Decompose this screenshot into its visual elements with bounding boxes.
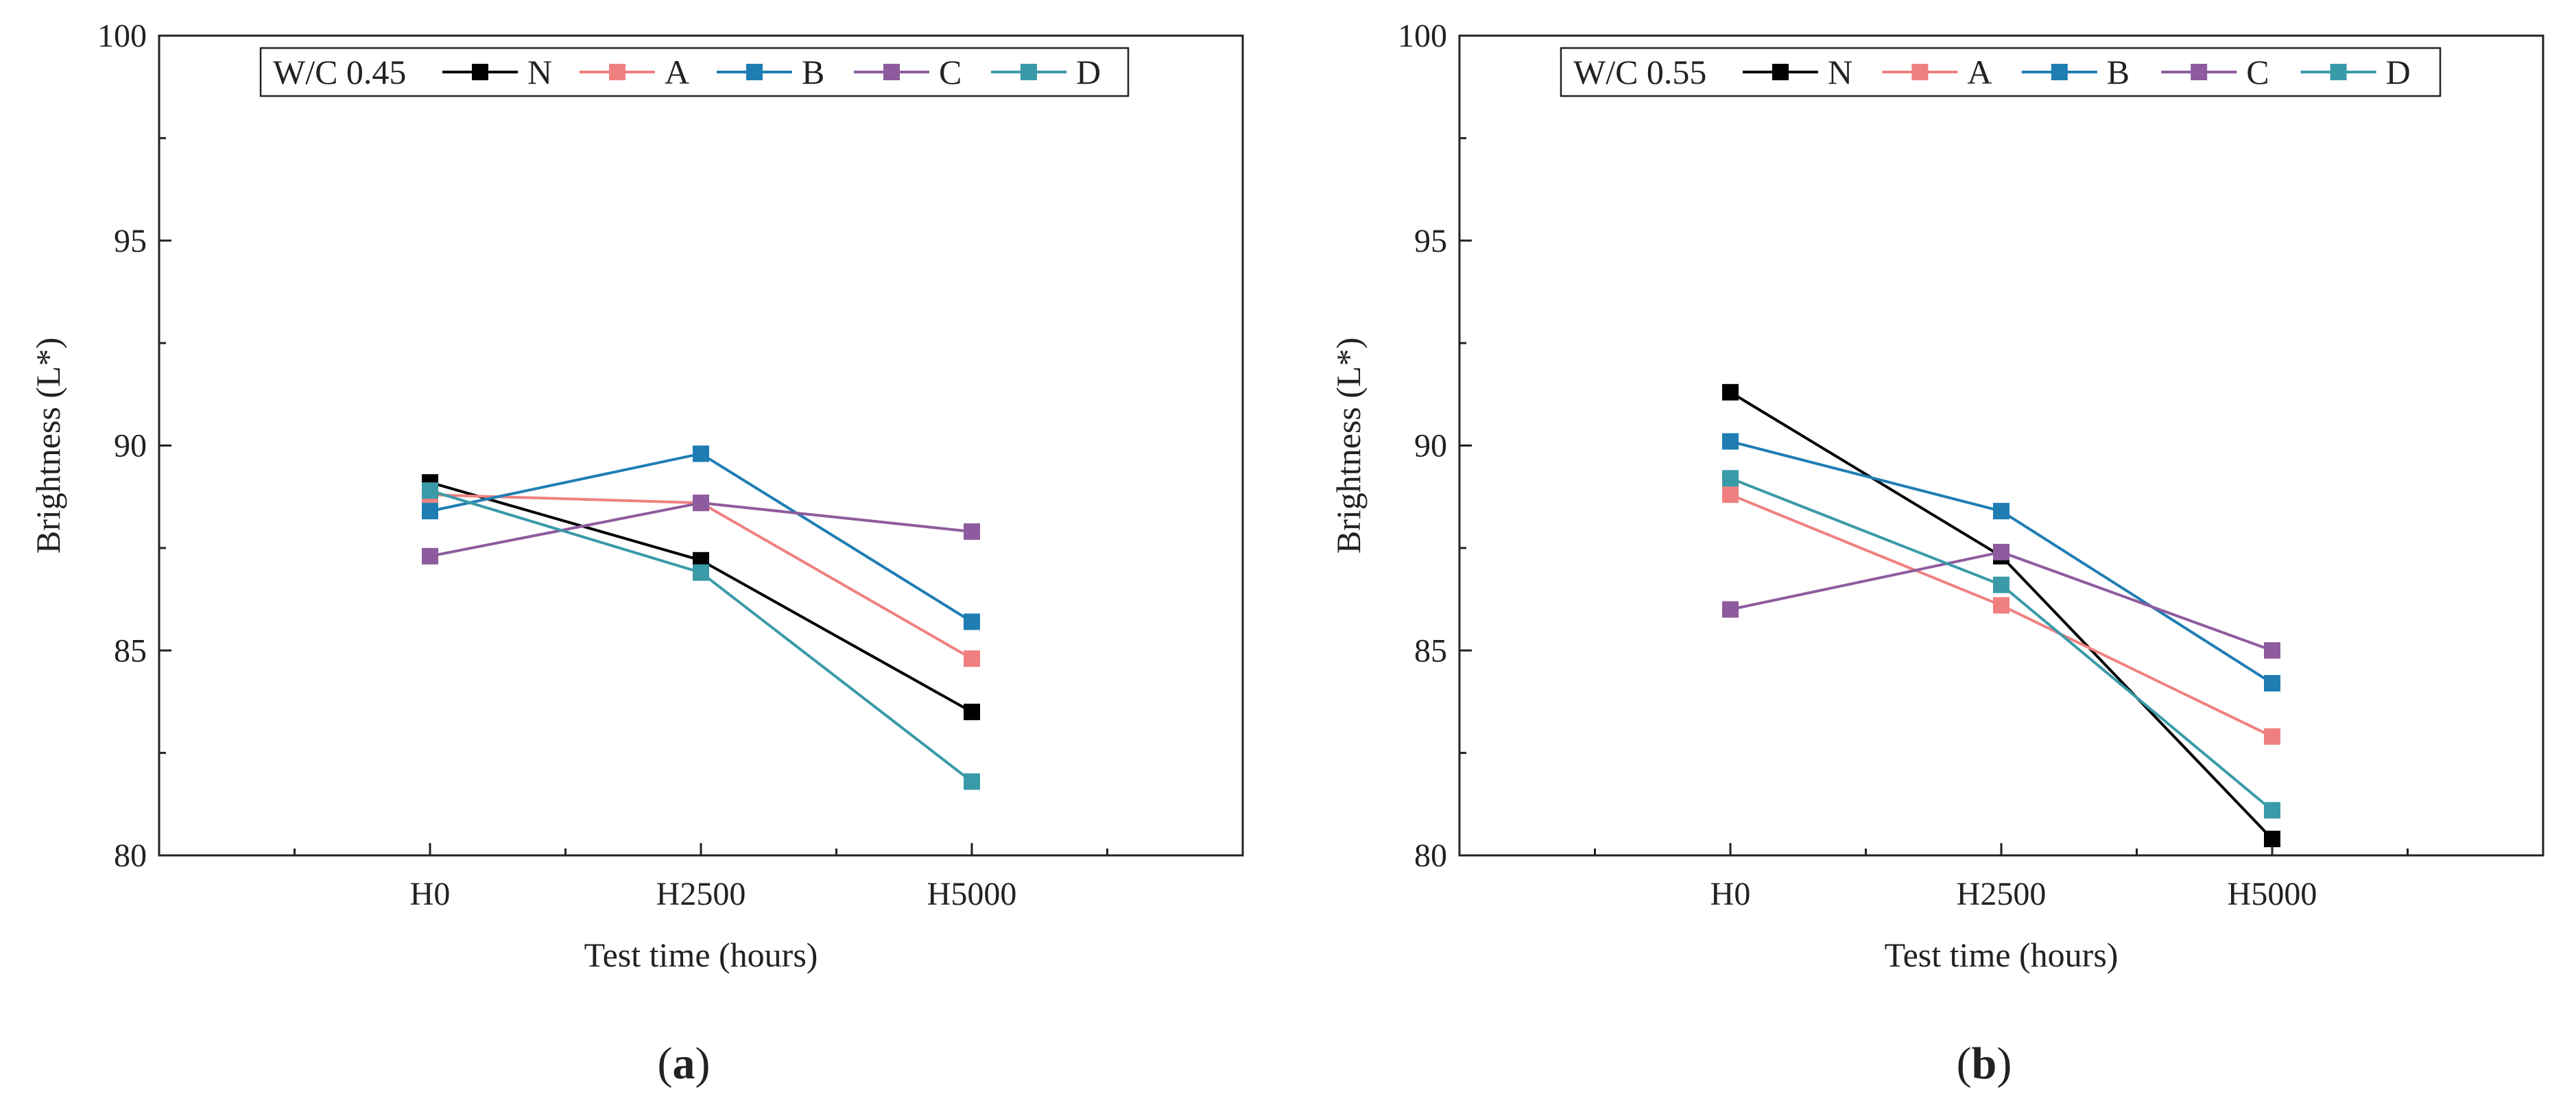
series-line-n: [429, 481, 973, 713]
legend-marker-c: [883, 64, 900, 80]
legend-marker-d: [1021, 64, 1037, 80]
y-tick-label: 85: [114, 632, 147, 669]
legend-label-n: N: [1828, 53, 1852, 91]
data-point-d: [964, 773, 980, 790]
legend-label-a: A: [1967, 53, 1992, 91]
series-line-a: [1730, 493, 2273, 738]
legend-marker-b: [746, 64, 763, 80]
legend-marker-a: [609, 64, 625, 80]
legend-title: W/C 0.45: [273, 53, 406, 91]
x-tick-label: H5000: [927, 876, 1017, 912]
panel-b-chart: 80 85 90 95 100 H0 H2500 H5000 Test time (hours)…: [1329, 18, 2544, 1089]
legend-marker-c: [2191, 64, 2208, 80]
legend-box: [259, 47, 1130, 97]
panel-label-letter: a: [673, 1039, 695, 1089]
data-point-d: [2264, 802, 2280, 819]
data-point-n: [2264, 831, 2280, 848]
y-axis-title: Brightness (L*): [29, 337, 67, 554]
y-axis-title: Brightness (L*): [1329, 337, 1368, 554]
legend-label-c: C: [2246, 53, 2269, 91]
y-tick-label: 80: [114, 838, 147, 874]
data-point-d: [1993, 576, 2009, 593]
data-point-c: [422, 547, 438, 565]
y-tick-label: 100: [1398, 18, 1447, 54]
legend-marker-d: [2330, 64, 2347, 80]
data-point-n: [1722, 383, 1739, 401]
x-tick-label: H5000: [2228, 876, 2317, 912]
data-point-c: [1722, 601, 1739, 618]
data-point-c: [2264, 642, 2280, 659]
legend-title: W/C 0.55: [1573, 53, 1706, 91]
panel-label: (a): [658, 1039, 711, 1089]
legend-marker-n: [472, 64, 488, 80]
data-point-c: [693, 495, 709, 512]
data-point-b: [964, 613, 980, 630]
series-line-n: [1729, 391, 2274, 840]
y-tick-label: 95: [114, 223, 147, 259]
series-line-b: [429, 452, 973, 624]
data-point-c: [1993, 543, 2009, 560]
plot-frame: [1458, 34, 2544, 857]
legend-label-a: A: [665, 53, 689, 91]
y-tick-label: 100: [97, 18, 147, 54]
x-axis-title: Test time (hours): [584, 936, 818, 974]
data-point-d: [693, 564, 709, 581]
data-point-b: [1993, 503, 2009, 520]
y-tick-label: 90: [114, 428, 147, 464]
panel-label-letter: b: [1972, 1039, 1997, 1089]
legend-label-d: D: [1076, 53, 1101, 91]
legend-marker-b: [2051, 64, 2068, 80]
y-tick-label: 90: [1414, 428, 1447, 464]
y-tick-label: 85: [1414, 632, 1447, 669]
legend-marker-n: [1772, 64, 1789, 80]
legend-label-b: B: [2107, 53, 2130, 91]
data-point-b: [1722, 433, 1739, 450]
data-point-a: [1722, 486, 1739, 503]
y-tick-label: 95: [1414, 223, 1447, 259]
data-point-a: [2264, 728, 2280, 745]
series-line-d: [429, 489, 973, 783]
data-point-b: [693, 445, 709, 462]
panel-a-chart: 80 85 90 95 100 H0 H2500 H5000 Test time (hours)…: [29, 18, 1244, 1089]
x-tick-label: H2500: [656, 876, 746, 912]
data-point-n: [964, 703, 980, 720]
data-point-d: [1722, 470, 1739, 487]
legend-label-b: B: [802, 53, 824, 91]
data-point-b: [422, 503, 438, 520]
data-point-c: [964, 523, 980, 540]
data-point-a: [964, 650, 980, 667]
y-tick-label: 80: [1414, 838, 1447, 874]
data-point-a: [1993, 597, 2009, 614]
x-axis-title: Test time (hours): [1885, 936, 2119, 974]
data-point-b: [2264, 675, 2280, 692]
legend-label-c: C: [939, 53, 962, 91]
legend-label-d: D: [2386, 53, 2411, 91]
legend-label-n: N: [527, 53, 552, 91]
panel-label: (b): [1957, 1039, 2012, 1089]
legend-box: [1560, 47, 2442, 97]
legend-marker-a: [1911, 64, 1929, 80]
data-point-d: [422, 482, 438, 499]
x-tick-label: H0: [410, 876, 451, 912]
x-tick-label: H2500: [1957, 876, 2047, 912]
x-tick-label: H0: [1710, 876, 1751, 912]
